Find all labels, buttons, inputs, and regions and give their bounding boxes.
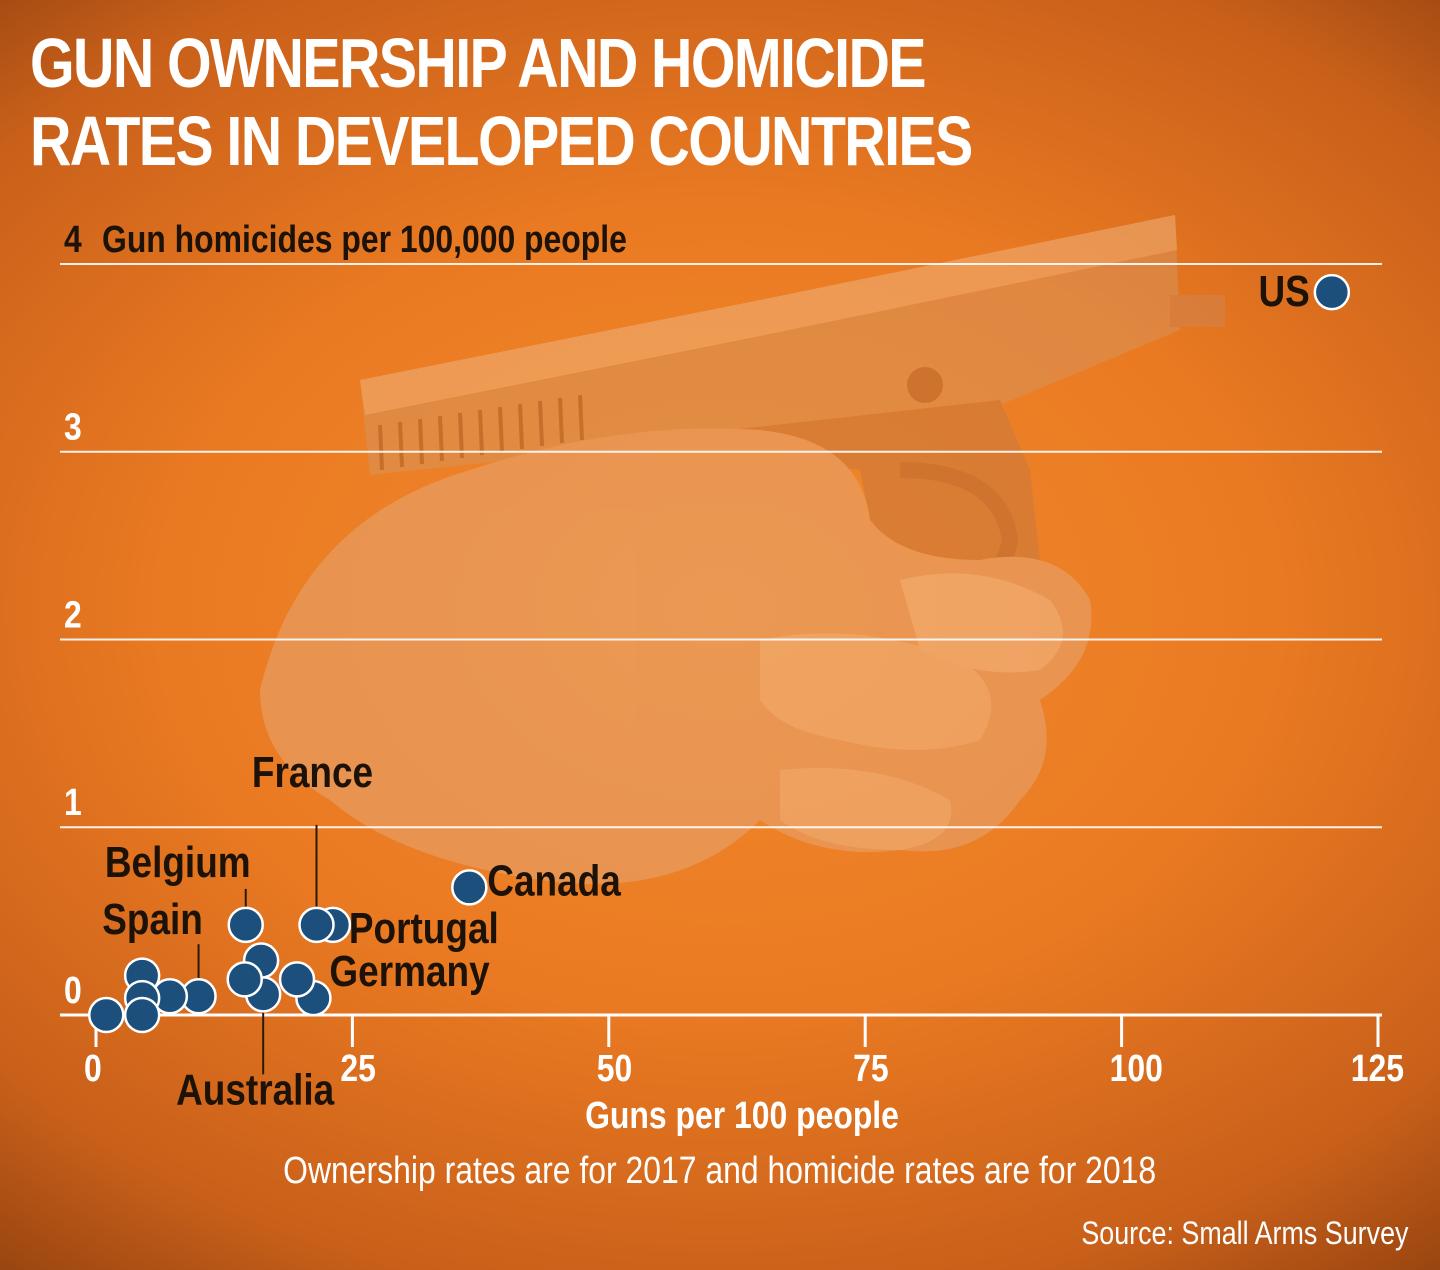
source-note: Source: Small Arms Survey: [1019, 1215, 1408, 1252]
caption-text: Ownership rates are for 2017 and homicid…: [283, 1150, 1157, 1192]
point-15: [88, 996, 125, 1034]
axes: 0 1 2 3 4 0 25 50 75 100 125: [60, 218, 1404, 1090]
page-title: GUN OWNERSHIP AND HOMICIDE RATES IN DEVE…: [30, 24, 973, 180]
gridlines: [60, 263, 1382, 829]
x-tick-125: 125: [1351, 1047, 1404, 1089]
source-text: Source: Small Arms Survey: [1080, 1215, 1408, 1251]
x-tick-0: 0: [84, 1047, 102, 1089]
x-tick-75: 75: [853, 1047, 889, 1089]
y-tick-3: 3: [64, 406, 82, 448]
y-tick-0: 0: [64, 969, 82, 1011]
x-tick-100: 100: [1110, 1047, 1163, 1089]
label-spain: Spain: [102, 894, 203, 944]
x-tick-50: 50: [597, 1047, 633, 1089]
point-canada: [451, 869, 488, 906]
label-belgium: Belgium: [105, 837, 251, 887]
leader-lines: [197, 824, 318, 1075]
caption: Ownership rates are for 2017 and homicid…: [0, 1150, 1440, 1193]
label-australia: Australia: [176, 1064, 335, 1114]
point-us: [1313, 273, 1351, 311]
point-7: [278, 961, 316, 998]
label-germany: Germany: [329, 946, 490, 996]
data-points: [88, 273, 1351, 1034]
label-us: US: [1259, 266, 1310, 316]
y-tick-4: 4: [64, 218, 82, 260]
label-france: France: [252, 747, 373, 797]
point-france: [298, 906, 335, 944]
y-tick-2: 2: [64, 594, 82, 636]
y-axis-label: Gun homicides per 100,000 people: [102, 218, 627, 260]
x-tick-25: 25: [340, 1047, 376, 1089]
label-portugal: Portugal: [349, 903, 499, 953]
point-9: [226, 961, 263, 998]
label-canada: Canada: [487, 855, 621, 905]
y-tick-1: 1: [64, 782, 82, 824]
x-axis-label: Guns per 100 people: [585, 1094, 899, 1136]
point-belgium: [227, 906, 264, 944]
point-14: [123, 996, 161, 1034]
